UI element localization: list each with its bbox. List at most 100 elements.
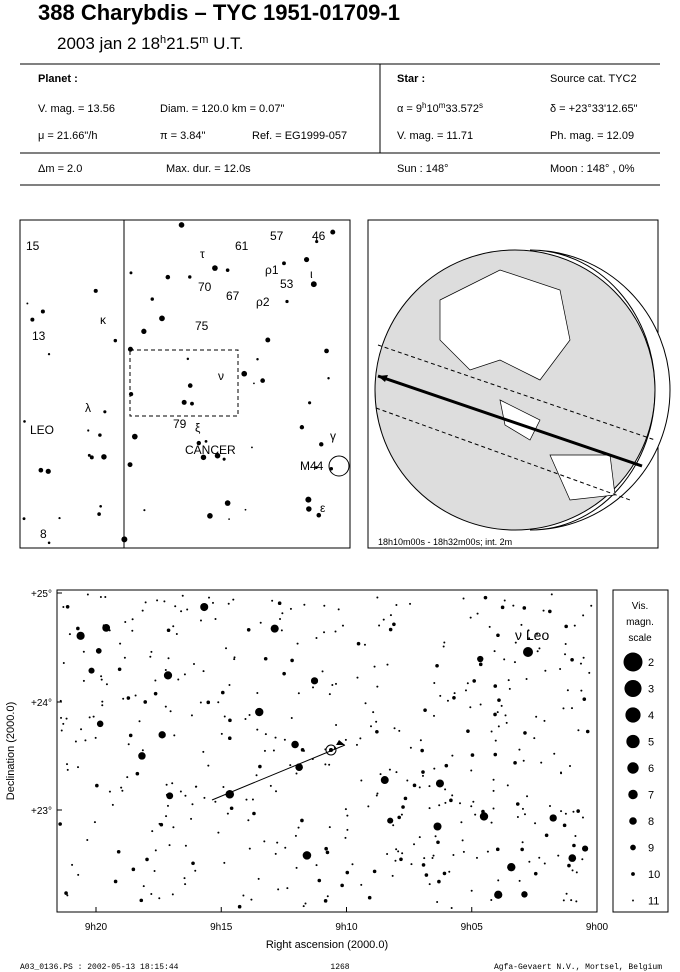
- star: [241, 370, 248, 377]
- star: [464, 689, 467, 692]
- star: [279, 617, 282, 620]
- star-name: ν Leo: [515, 627, 549, 643]
- star: [443, 641, 446, 644]
- date-part: h: [160, 34, 166, 46]
- star: [400, 813, 403, 816]
- star: [375, 794, 378, 797]
- star: [590, 604, 593, 607]
- star: [479, 812, 489, 821]
- star: [401, 805, 405, 809]
- star: [420, 748, 424, 753]
- star: [375, 730, 379, 734]
- star: [346, 828, 349, 831]
- legend-dot: [629, 817, 637, 825]
- star: [281, 612, 284, 615]
- star: [356, 676, 359, 679]
- star: [256, 692, 259, 695]
- star: [462, 850, 465, 853]
- star: [158, 897, 161, 900]
- star: [525, 677, 528, 680]
- star: [562, 823, 567, 828]
- star: [568, 854, 577, 862]
- star: [450, 906, 453, 909]
- star: [543, 719, 546, 722]
- finder-label: 75: [195, 319, 209, 333]
- star: [535, 715, 538, 718]
- star: [389, 614, 392, 617]
- star: [341, 624, 344, 627]
- star: [203, 796, 206, 799]
- star: [344, 808, 347, 811]
- star: [187, 383, 193, 388]
- star: [195, 785, 198, 788]
- star: [225, 647, 228, 650]
- star: [190, 714, 193, 717]
- star: [387, 817, 394, 824]
- star: [469, 616, 472, 619]
- star: [562, 707, 565, 710]
- star: [127, 743, 130, 746]
- star: [470, 753, 475, 757]
- finder-label: LEO: [30, 423, 54, 437]
- star: [521, 807, 524, 810]
- star: [305, 496, 312, 503]
- star: [315, 636, 318, 639]
- star: [222, 457, 226, 461]
- star: [45, 468, 51, 474]
- star: [542, 609, 545, 612]
- star: [87, 429, 90, 432]
- star: [359, 737, 362, 740]
- star: [516, 816, 519, 819]
- star: [192, 663, 195, 666]
- star: [128, 733, 133, 738]
- ref: Ref. = EG1999-057: [252, 130, 347, 142]
- star: [439, 694, 442, 697]
- star: [585, 729, 590, 734]
- star: [220, 690, 225, 695]
- star: [526, 795, 529, 798]
- star: [251, 446, 253, 449]
- star: [581, 816, 584, 819]
- star: [84, 739, 87, 742]
- star: [494, 739, 497, 742]
- star: [470, 805, 473, 808]
- star: [435, 663, 439, 668]
- star: [272, 749, 275, 752]
- star: [233, 658, 236, 661]
- star: [557, 854, 560, 857]
- star: [191, 803, 194, 806]
- star: [96, 720, 104, 728]
- star: [191, 861, 195, 866]
- legend-magnitude: 8: [648, 816, 654, 828]
- star: [433, 822, 442, 831]
- date-part: 21.5: [166, 34, 199, 53]
- star: [134, 694, 137, 697]
- y-tick-label: +23°: [31, 806, 52, 817]
- star: [452, 695, 456, 700]
- legend-dot: [630, 844, 636, 851]
- star: [244, 508, 247, 511]
- star: [478, 662, 483, 667]
- star: [264, 733, 267, 736]
- star: [572, 843, 576, 848]
- star: [580, 689, 583, 692]
- star: [214, 618, 217, 621]
- star: [228, 684, 231, 687]
- delta-mag: Δm = 2.0: [38, 163, 82, 175]
- star: [167, 657, 170, 660]
- star: [490, 898, 493, 901]
- diam: Diam. = 120.0 km = 0.07": [160, 103, 284, 115]
- max-duration: Max. dur. = 12.0s: [166, 163, 251, 175]
- star: [403, 796, 408, 801]
- star: [289, 607, 292, 610]
- footer-page: 1268: [330, 963, 349, 972]
- star: [100, 675, 103, 678]
- star: [224, 500, 231, 506]
- star: [88, 667, 95, 674]
- star: [483, 595, 488, 600]
- star: [392, 622, 396, 627]
- finder-label: 61: [235, 239, 249, 253]
- star: [100, 678, 103, 681]
- star: [82, 650, 85, 653]
- star: [493, 650, 496, 653]
